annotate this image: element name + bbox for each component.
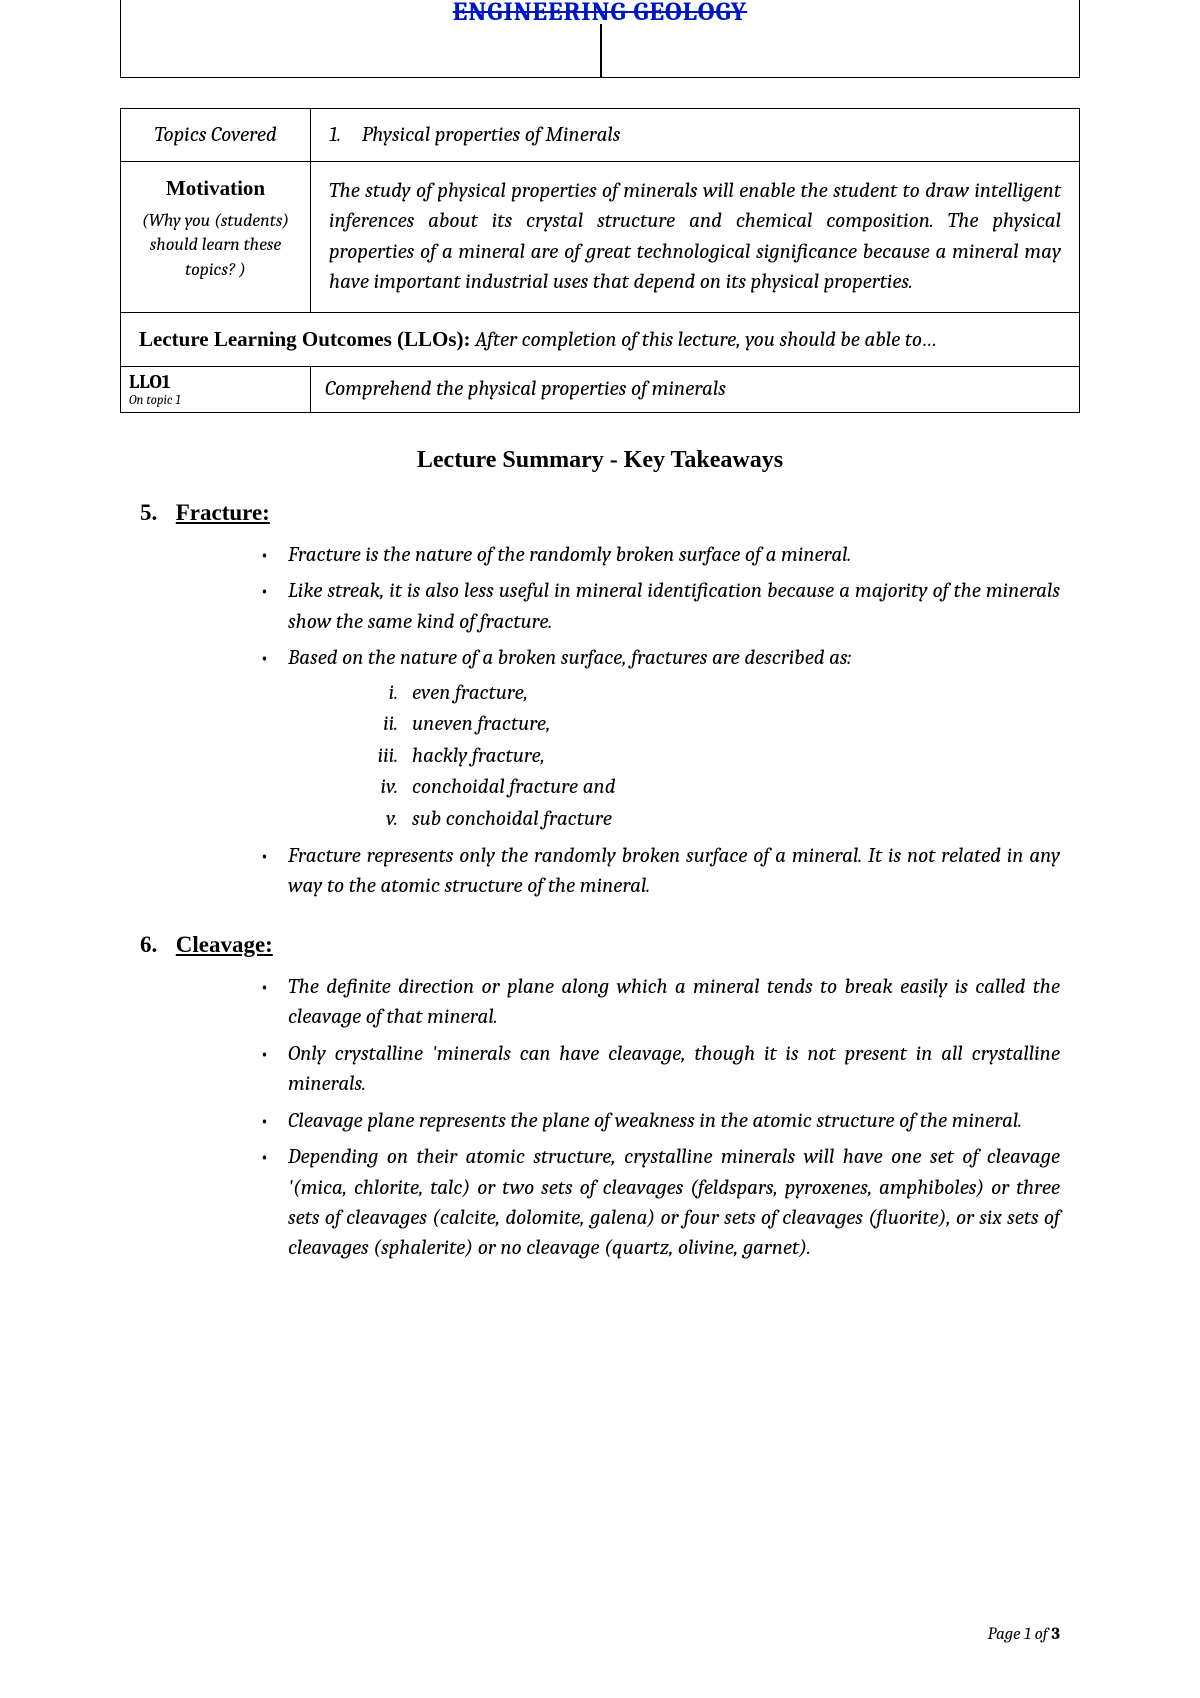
- motivation-label: Motivation: [139, 176, 292, 201]
- roman-num: iv.: [358, 772, 398, 804]
- list-item: Like streak, it is also less useful in m…: [260, 576, 1060, 637]
- roman-text: uneven fracture,: [412, 712, 550, 736]
- list-item: Depending on their atomic structure, cry…: [260, 1142, 1060, 1264]
- footer-total: 3: [1051, 1625, 1060, 1644]
- meta-table: Topics Covered 1. Physical properties of…: [120, 108, 1080, 413]
- footer-prefix: Page: [988, 1625, 1024, 1644]
- topic-number: 1.: [329, 123, 341, 147]
- motivation-sub2: should learn these: [139, 233, 292, 257]
- topics-content: 1. Physical properties of Minerals: [311, 109, 1080, 162]
- topic-text: Physical properties of Minerals: [362, 123, 621, 147]
- roman-text: even fracture,: [412, 681, 528, 705]
- llo1-row: LLO1 On topic 1 Comprehend the physical …: [121, 366, 1080, 412]
- section-6-heading: 6. Cleavage:: [140, 932, 1060, 958]
- bullet-text: Based on the nature of a broken surface,…: [288, 646, 851, 670]
- section-5-title: Fracture:: [176, 500, 270, 525]
- summary-title: Lecture Summary - Key Takeaways: [100, 447, 1100, 474]
- list-item: iv. conchoidal fracture and: [358, 772, 1060, 804]
- footer-of: of: [1031, 1625, 1052, 1644]
- roman-text: sub conchoidal fracture: [412, 807, 612, 831]
- list-item: i. even fracture,: [358, 678, 1060, 710]
- section-6-num: 6.: [140, 932, 170, 958]
- list-item: Only crystalline 'minerals can have clea…: [260, 1039, 1060, 1100]
- roman-num: i.: [358, 678, 398, 710]
- llo1-text: Comprehend the physical properties of mi…: [311, 366, 1080, 412]
- page-footer: Page 1 of 3: [988, 1625, 1060, 1644]
- llo1-sub: On topic 1: [129, 393, 302, 408]
- list-item: ii. uneven fracture,: [358, 709, 1060, 741]
- footer-current: 1: [1024, 1625, 1031, 1644]
- document-title: ENGINEERING GEOLOGY: [453, 0, 747, 27]
- list-item: Cleavage plane represents the plane of w…: [260, 1106, 1060, 1136]
- section-5-num: 5.: [140, 500, 170, 526]
- motivation-row: Motivation (Why you (students) should le…: [121, 162, 1080, 313]
- motivation-label-cell: Motivation (Why you (students) should le…: [121, 162, 311, 313]
- llo1-label-cell: LLO1 On topic 1: [121, 366, 311, 412]
- topics-row: Topics Covered 1. Physical properties of…: [121, 109, 1080, 162]
- motivation-sub3: topics? ): [139, 258, 292, 282]
- list-item: Fracture is the nature of the randomly b…: [260, 540, 1060, 570]
- topics-label: Topics Covered: [121, 109, 311, 162]
- llo-heading-italic: After completion of this lecture, you sh…: [471, 328, 938, 352]
- list-item: v. sub conchoidal fracture: [358, 804, 1060, 836]
- roman-num: iii.: [358, 741, 398, 773]
- list-item: Based on the nature of a broken surface,…: [260, 643, 1060, 835]
- roman-num: ii.: [358, 709, 398, 741]
- roman-text: hackly fracture,: [412, 744, 545, 768]
- llo-header-row: Lecture Learning Outcomes (LLOs): After …: [121, 312, 1080, 366]
- list-item: Fracture represents only the randomly br…: [260, 841, 1060, 902]
- motivation-sub1: (Why you (students): [139, 209, 292, 233]
- fracture-types-list: i. even fracture, ii. uneven fracture, iii…: [358, 678, 1060, 836]
- section-cleavage: 6. Cleavage: The definite direction or p…: [140, 932, 1060, 1264]
- section-5-bullets: Fracture is the nature of the randomly b…: [260, 540, 1060, 902]
- llo-heading-bold: Lecture Learning Outcomes (LLOs):: [139, 327, 471, 351]
- llo1-label: LLO1: [129, 371, 302, 393]
- section-6-title: Cleavage:: [176, 932, 273, 957]
- llo-header: Lecture Learning Outcomes (LLOs): After …: [121, 312, 1080, 366]
- list-item: The definite direction or plane along wh…: [260, 972, 1060, 1033]
- section-5-heading: 5. Fracture:: [140, 500, 1060, 526]
- header-divider: [600, 24, 602, 78]
- roman-num: v.: [358, 804, 398, 836]
- section-6-bullets: The definite direction or plane along wh…: [260, 972, 1060, 1264]
- motivation-text: The study of physical properties of mine…: [311, 162, 1080, 313]
- roman-text: conchoidal fracture and: [412, 775, 615, 799]
- header-box: ENGINEERING GEOLOGY: [120, 0, 1080, 78]
- section-fracture: 5. Fracture: Fracture is the nature of t…: [140, 500, 1060, 902]
- list-item: iii. hackly fracture,: [358, 741, 1060, 773]
